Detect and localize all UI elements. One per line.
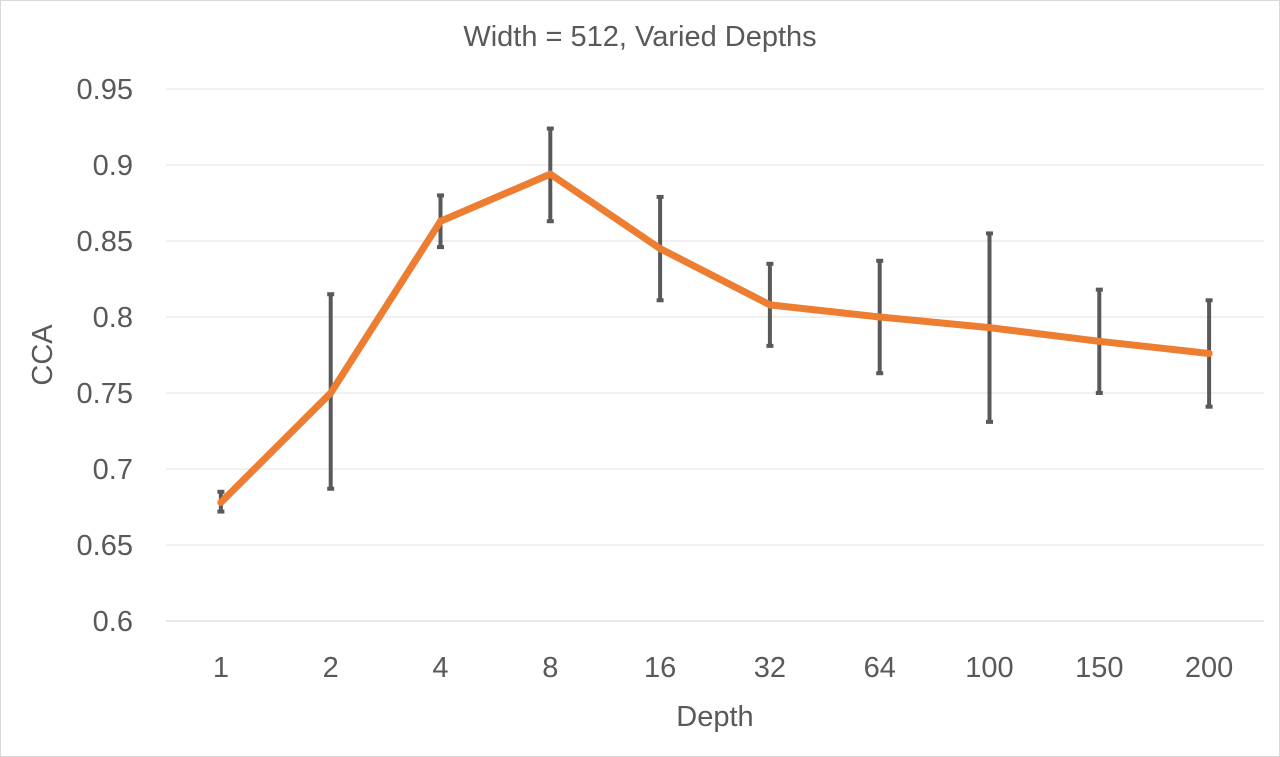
data-point xyxy=(986,324,993,332)
x-axis-label: Depth xyxy=(676,701,753,733)
x-tick-label: 2 xyxy=(323,652,339,684)
data-point xyxy=(437,217,444,225)
data-point xyxy=(217,498,225,506)
x-tick-label: 32 xyxy=(754,652,786,684)
x-tick-label: 4 xyxy=(432,652,448,684)
data-point xyxy=(1205,349,1213,357)
gridlines xyxy=(166,88,1264,622)
series-line xyxy=(217,170,1213,506)
y-tick-label: 0.75 xyxy=(77,378,133,410)
x-tick-label: 8 xyxy=(542,652,558,684)
y-tick-label: 0.8 xyxy=(93,302,133,334)
data-point xyxy=(546,170,554,178)
data-point xyxy=(766,301,774,309)
x-tick-label: 100 xyxy=(965,652,1013,684)
x-tick-label: 16 xyxy=(644,652,676,684)
y-tick-label: 0.95 xyxy=(77,74,133,106)
y-tick-label: 0.9 xyxy=(93,150,133,182)
x-tick-label: 150 xyxy=(1075,652,1123,684)
x-tick-labels: 1 2 4 8 16 32 64 100 150 200 xyxy=(213,652,1233,684)
y-tick-labels: 0.6 0.65 0.7 0.75 0.8 0.85 0.9 0.95 xyxy=(77,74,133,638)
chart-title: Width = 512, Varied Depths xyxy=(463,21,816,53)
x-tick-label: 200 xyxy=(1185,652,1233,684)
data-point xyxy=(1095,337,1103,345)
y-tick-label: 0.65 xyxy=(77,530,133,562)
error-bars xyxy=(217,126,1213,514)
y-tick-label: 0.85 xyxy=(77,226,133,258)
y-axis-label: CCA xyxy=(27,324,59,386)
data-point xyxy=(327,389,335,397)
y-tick-label: 0.6 xyxy=(93,606,133,638)
x-tick-label: 64 xyxy=(864,652,896,684)
y-tick-label: 0.7 xyxy=(93,454,133,486)
data-point xyxy=(876,313,884,321)
series-lines xyxy=(217,170,1213,506)
data-point xyxy=(656,245,664,253)
x-tick-label: 1 xyxy=(213,652,229,684)
